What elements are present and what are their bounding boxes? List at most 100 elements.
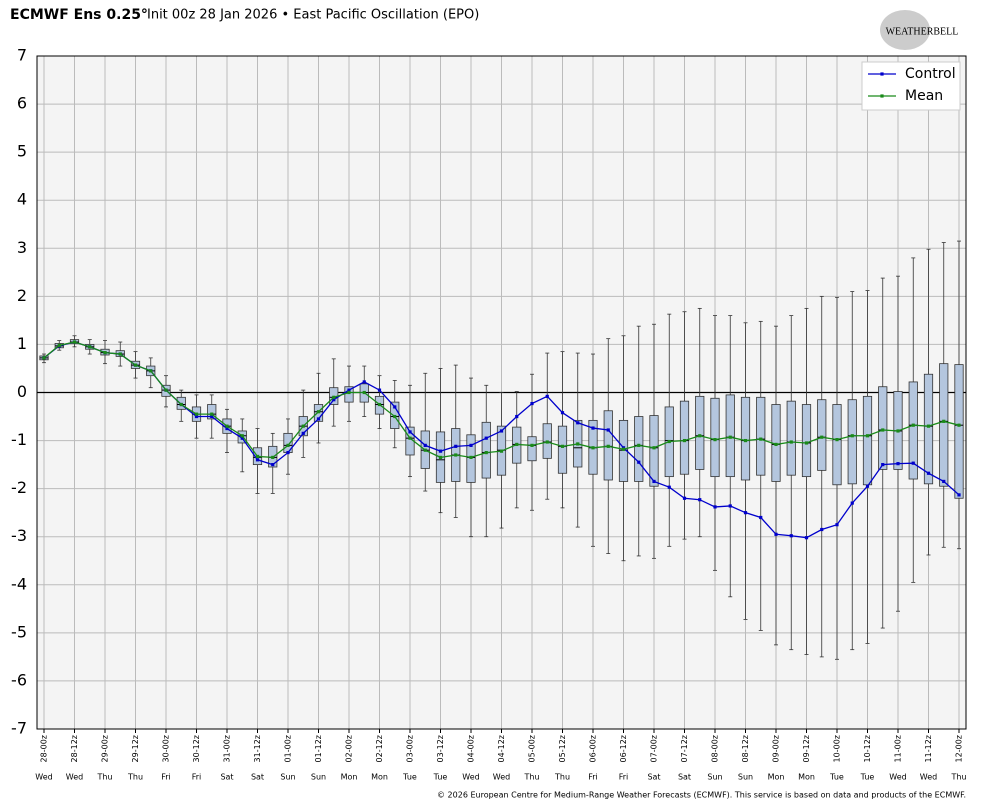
series-marker [682,496,687,500]
series-marker [57,343,61,347]
y-tick-label: 4 [17,190,27,209]
x-weekday-label: Mon [768,773,785,782]
box [786,400,796,476]
series-marker [957,423,961,427]
series-marker [881,428,885,432]
x-weekday-label: Wed [66,773,83,782]
series-marker [911,423,915,427]
box [847,399,857,485]
x-weekday-label: Mon [341,773,358,782]
box [557,425,568,474]
series-marker [438,449,443,453]
x-weekday-label: Tue [860,773,875,782]
series-marker [515,442,519,447]
series-marker [484,450,488,455]
series-marker [225,424,229,428]
series-marker [362,380,366,384]
series-marker [438,455,443,459]
series-marker [896,429,900,433]
x-weekday-label: Wed [493,773,510,782]
series-marker [332,398,336,402]
series-marker [591,446,595,450]
series-marker [423,443,427,447]
legend-box [861,61,961,111]
box [801,404,812,478]
x-weekday-label: Thu [96,773,112,782]
y-tick-label: 3 [17,238,27,257]
x-tick-label: 02-00z [345,735,354,762]
box [862,395,873,486]
series-marker [408,436,412,440]
y-tick-label: 5 [17,142,27,161]
series-marker [804,536,809,540]
chart-title: ECMWF Ens 0.25° [10,7,148,23]
y-tick-label: -4 [11,574,27,593]
x-weekday-label: Sun [280,773,295,782]
x-tick-label: 28-12z [70,735,79,762]
x-tick-label: 28-00z [40,735,49,762]
x-weekday-label: Tue [402,773,417,782]
series-marker [194,414,199,419]
logo: WEATHERBELL [886,26,959,37]
series-marker [606,428,610,432]
x-weekday-label: Mon [371,773,388,782]
series-marker [926,471,931,475]
series-marker [804,441,809,445]
series-marker [713,438,717,442]
series-marker [530,401,534,406]
series-marker [286,450,290,455]
x-tick-label: 06-00z [589,735,598,762]
series-marker [316,417,321,421]
x-weekday-label: Sat [251,773,264,782]
box [527,436,537,462]
series-marker [728,435,732,439]
legend-label: Mean [905,88,943,104]
series-marker [835,438,839,442]
series-marker [652,479,656,484]
series-marker [499,429,504,433]
series-marker [865,484,870,488]
series-marker [560,444,565,448]
y-tick-label: -3 [11,526,27,545]
y-tick-label: 0 [17,382,27,401]
series-marker [133,363,138,367]
series-marker [682,438,687,443]
series-marker [316,410,321,414]
series-marker [423,448,427,452]
y-tick-label: 6 [17,94,27,113]
plot-frame [36,55,967,730]
series-marker [911,461,915,465]
series-marker [591,426,595,430]
series-marker [194,412,199,416]
x-tick-label: 29-12z [131,735,140,762]
y-tick-label: -5 [11,622,27,641]
series-marker [362,390,366,395]
series-marker [377,402,382,407]
x-weekday-label: Fri [161,773,171,782]
series-marker [393,414,397,419]
series-marker [377,388,382,392]
series-marker [606,444,610,448]
series-marker [255,454,260,459]
x-weekday-label: Wed [35,773,52,782]
series-marker [926,424,931,428]
series-marker [698,498,702,502]
x-weekday-label: Thu [554,773,570,782]
x-tick-label: 05-12z [558,735,567,762]
box [710,397,720,478]
x-weekday-label: Sat [647,773,660,782]
series-marker [667,439,671,444]
y-tick-label: -6 [11,670,27,689]
x-weekday-label: Thu [523,773,539,782]
series-marker [759,515,763,520]
x-weekday-label: Fri [619,773,629,782]
box [649,415,659,487]
series-marker [865,434,870,438]
series-marker [393,405,397,409]
series-marker [271,463,275,467]
box [878,386,888,470]
x-weekday-label: Sun [311,773,326,782]
x-weekday-label: Thu [127,773,143,782]
series-marker [149,369,153,373]
x-tick-label: 12-00z [955,735,964,762]
